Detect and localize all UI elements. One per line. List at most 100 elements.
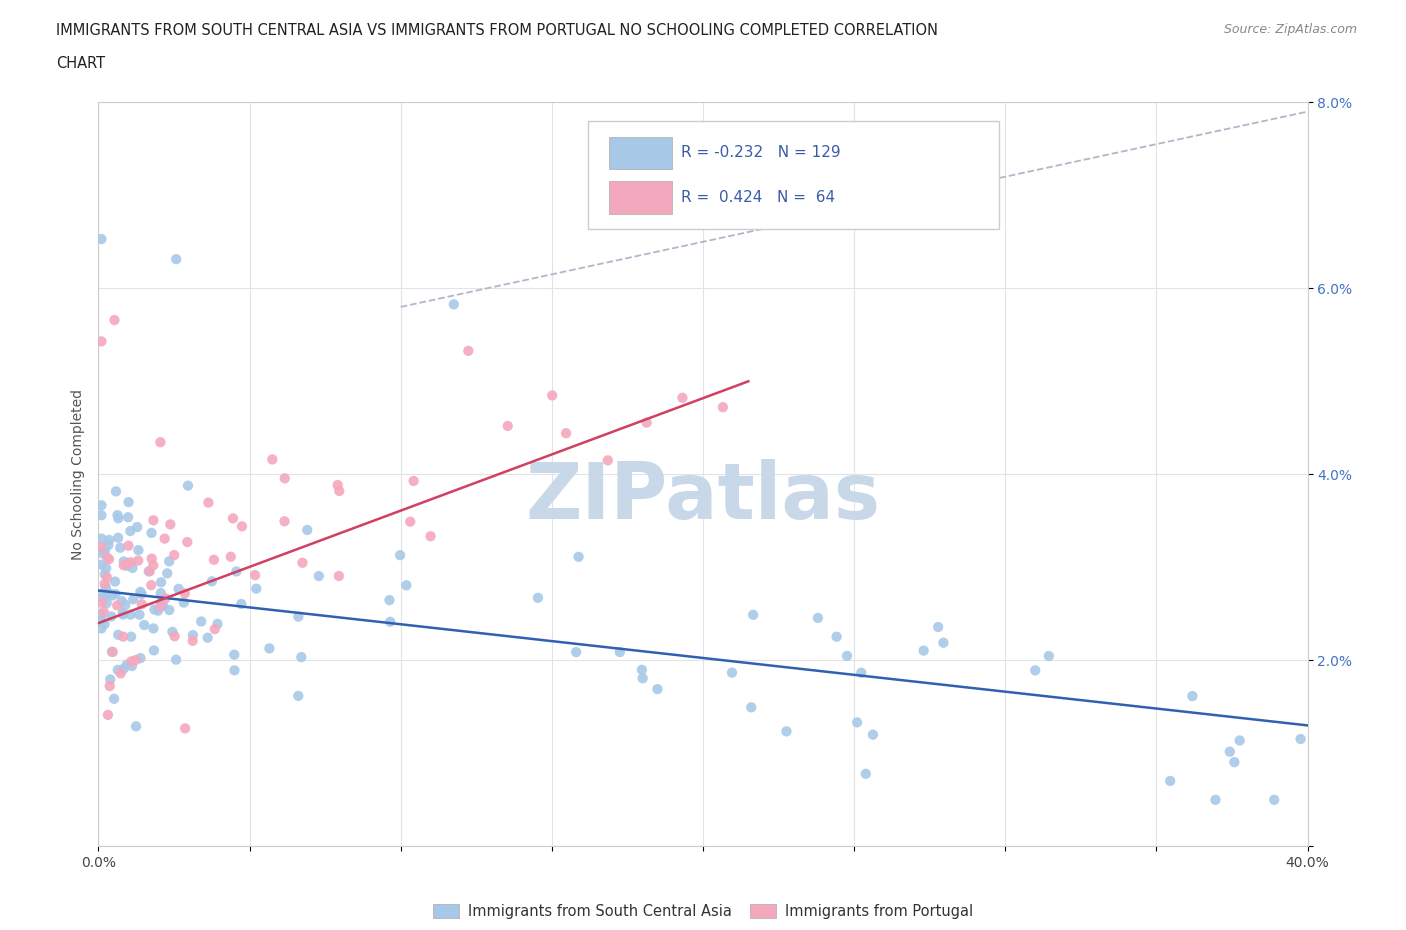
Point <box>149 434 172 449</box>
Point <box>97 708 120 723</box>
Point <box>90 606 112 621</box>
Point <box>138 564 160 578</box>
Text: R = -0.232   N = 129: R = -0.232 N = 129 <box>682 145 841 160</box>
Point <box>721 665 744 680</box>
Point <box>1181 689 1204 704</box>
Point <box>93 617 115 631</box>
Point <box>101 644 124 659</box>
Point <box>90 539 112 554</box>
Point <box>197 495 219 510</box>
Point <box>1159 774 1181 789</box>
Point <box>201 574 224 589</box>
Point <box>101 588 124 603</box>
Point <box>120 524 142 538</box>
Text: CHART: CHART <box>56 56 105 71</box>
Point <box>855 766 877 781</box>
Point <box>825 630 848 644</box>
Point <box>177 478 200 493</box>
Point <box>117 538 139 553</box>
Point <box>90 557 112 572</box>
Point <box>90 531 112 546</box>
Point <box>146 604 169 618</box>
Point <box>862 727 884 742</box>
Point <box>204 621 226 636</box>
Point <box>96 595 118 610</box>
Point <box>163 629 186 644</box>
Point <box>156 566 179 581</box>
Point <box>231 519 253 534</box>
Point <box>141 551 163 566</box>
Point <box>107 628 129 643</box>
Point <box>142 512 165 527</box>
Point <box>134 618 156 632</box>
Point <box>108 540 131 555</box>
Point <box>131 597 153 612</box>
Point <box>120 654 142 669</box>
Point <box>912 644 935 658</box>
Point <box>202 552 225 567</box>
Point <box>153 531 176 546</box>
Point <box>98 671 121 686</box>
Point <box>173 586 195 601</box>
Point <box>96 570 118 585</box>
Point <box>105 598 128 613</box>
Point <box>97 538 120 552</box>
Point <box>107 508 129 523</box>
Point <box>596 453 619 468</box>
Point <box>104 587 127 602</box>
Point <box>287 609 309 624</box>
Point <box>671 391 693 405</box>
Point <box>150 595 173 610</box>
Point <box>91 591 114 605</box>
Point <box>609 644 631 659</box>
Point <box>308 568 330 583</box>
Point <box>740 700 762 715</box>
Point <box>173 595 195 610</box>
Point <box>932 635 955 650</box>
Point <box>174 721 197 736</box>
Point <box>167 581 190 596</box>
Point <box>127 543 149 558</box>
Point <box>141 578 163 592</box>
Point <box>927 619 949 634</box>
Point <box>107 511 129 525</box>
Point <box>378 592 401 607</box>
Point <box>120 607 142 622</box>
Point <box>443 297 465 312</box>
Point <box>143 602 166 617</box>
Point <box>94 579 117 594</box>
Point <box>380 615 402 630</box>
FancyBboxPatch shape <box>588 121 1000 229</box>
Point <box>162 624 184 639</box>
Point <box>636 415 658 430</box>
Point <box>225 564 247 578</box>
Point <box>176 535 198 550</box>
Point <box>117 495 139 510</box>
Point <box>328 568 350 583</box>
Point <box>389 548 412 563</box>
Point <box>157 554 180 569</box>
Point <box>150 575 173 590</box>
Point <box>115 558 138 573</box>
Point <box>527 591 550 605</box>
Point <box>101 644 124 659</box>
Point <box>93 567 115 582</box>
Point <box>93 577 115 591</box>
Point <box>157 603 180 618</box>
Point <box>807 610 830 625</box>
Text: R =  0.424   N =  64: R = 0.424 N = 64 <box>682 190 835 205</box>
Point <box>107 530 129 545</box>
Point <box>846 715 869 730</box>
Point <box>273 514 295 529</box>
Point <box>94 543 117 558</box>
Point <box>112 661 135 676</box>
Point <box>98 533 121 548</box>
Y-axis label: No Schooling Completed: No Schooling Completed <box>70 389 84 560</box>
Point <box>457 343 479 358</box>
Point <box>127 553 149 568</box>
Text: ZIPatlas: ZIPatlas <box>526 458 880 535</box>
Point <box>125 653 148 668</box>
Point <box>112 630 135 644</box>
Point <box>207 617 229 631</box>
Point <box>100 609 122 624</box>
